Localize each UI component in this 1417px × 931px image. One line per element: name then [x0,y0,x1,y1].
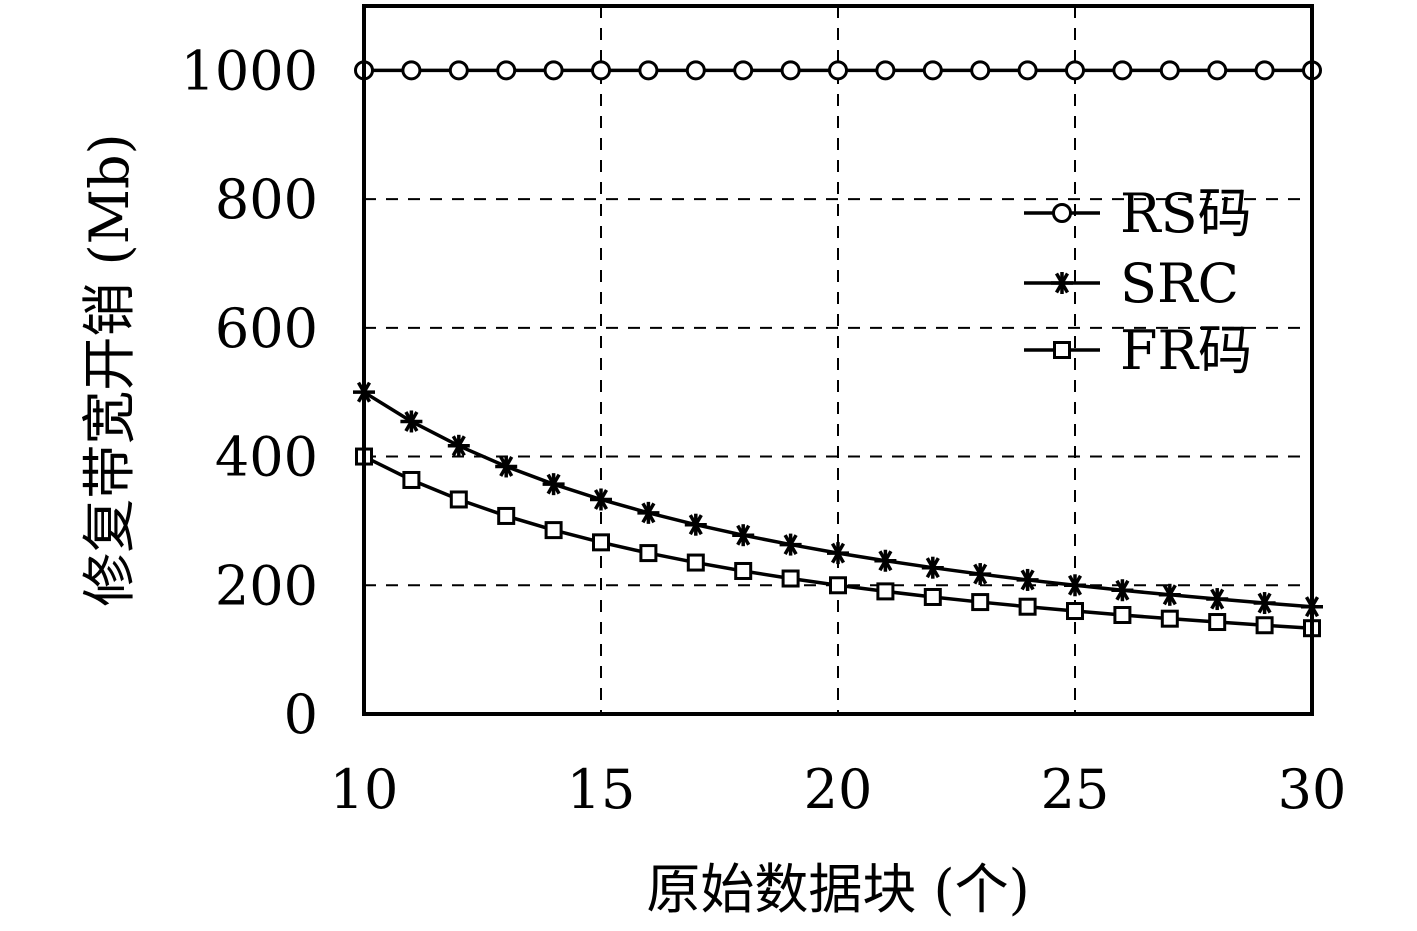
data-point [685,60,706,81]
legend-marker [1051,272,1073,294]
data-point [733,60,754,81]
data-point [1066,602,1084,621]
y-tick-label: 1000 [181,39,318,102]
data-point [637,501,660,524]
data-point [449,490,468,509]
data-point [921,556,944,579]
data-point [591,60,611,81]
data-point [874,549,897,572]
y-tick-label: 0 [284,683,318,746]
data-point [496,60,517,81]
y-tick-label: 800 [215,168,318,231]
data-point [781,569,800,588]
legend-label: SRC [1120,252,1239,315]
data-point [875,60,896,81]
legend-label: FR码 [1120,319,1252,382]
data-point [590,488,612,511]
data-point [779,533,802,556]
data-point [1159,60,1180,81]
data-point [400,410,423,433]
data-point [1113,606,1132,625]
x-tick-label: 15 [567,758,636,821]
series-layer [353,60,1323,638]
data-point [544,521,563,540]
x-tick-label: 30 [1278,758,1347,821]
series-2 [353,381,1323,618]
data-point [497,506,516,525]
data-point [592,533,610,552]
data-point [829,576,847,595]
data-point [1206,588,1229,611]
data-point [1017,60,1038,81]
x-axis-title: 原始数据块 (个) [646,858,1029,921]
data-point [827,542,849,565]
data-point [686,553,705,572]
series-3 [355,447,1321,638]
legend-entry: RS码 [1024,182,1252,245]
legend-marker [1052,203,1072,223]
legend-entry: FR码 [1024,319,1252,382]
data-point [1065,60,1085,81]
data-point [1112,60,1133,81]
data-point [1016,568,1039,591]
x-tick-label: 25 [1041,758,1110,821]
y-tick-label: 600 [215,297,318,360]
data-point [543,60,564,81]
legend-label: RS码 [1120,182,1252,245]
data-point [402,470,421,489]
data-point [971,593,990,612]
data-point [780,60,801,81]
data-point [1253,592,1276,615]
x-tick-label: 10 [330,758,399,821]
data-point [732,524,755,547]
data-point [1018,597,1037,616]
data-point [734,561,753,580]
x-tick-label: 20 [804,758,873,821]
data-point [542,473,565,496]
data-point [1207,60,1228,81]
data-point [1064,574,1086,597]
data-point [1160,609,1179,628]
data-point [684,513,707,536]
data-point [969,563,992,586]
data-point [1254,60,1275,81]
data-point [639,544,658,563]
tick-labels: 10 15 20 25 30 0 200 400 600 800 1000 [181,39,1347,821]
data-point [448,60,469,81]
data-point [1255,616,1274,635]
legend-marker [1053,341,1071,359]
legend-entry: SRC [1024,252,1239,315]
data-point [876,582,895,601]
data-point [1111,579,1134,602]
y-axis-title: 修复带宽开销 (Mb) [78,133,141,606]
data-point [1208,613,1227,632]
y-tick-label: 400 [215,426,318,489]
data-point [970,60,991,81]
data-point [922,60,943,81]
data-point [447,434,470,457]
data-point [1158,583,1181,606]
y-tick-label: 200 [215,554,318,617]
data-point [923,587,942,606]
data-point [638,60,659,81]
data-point [828,60,848,81]
data-point [495,455,518,478]
plot-frame [362,4,1314,716]
data-point [401,60,422,81]
series-1 [354,60,1322,81]
